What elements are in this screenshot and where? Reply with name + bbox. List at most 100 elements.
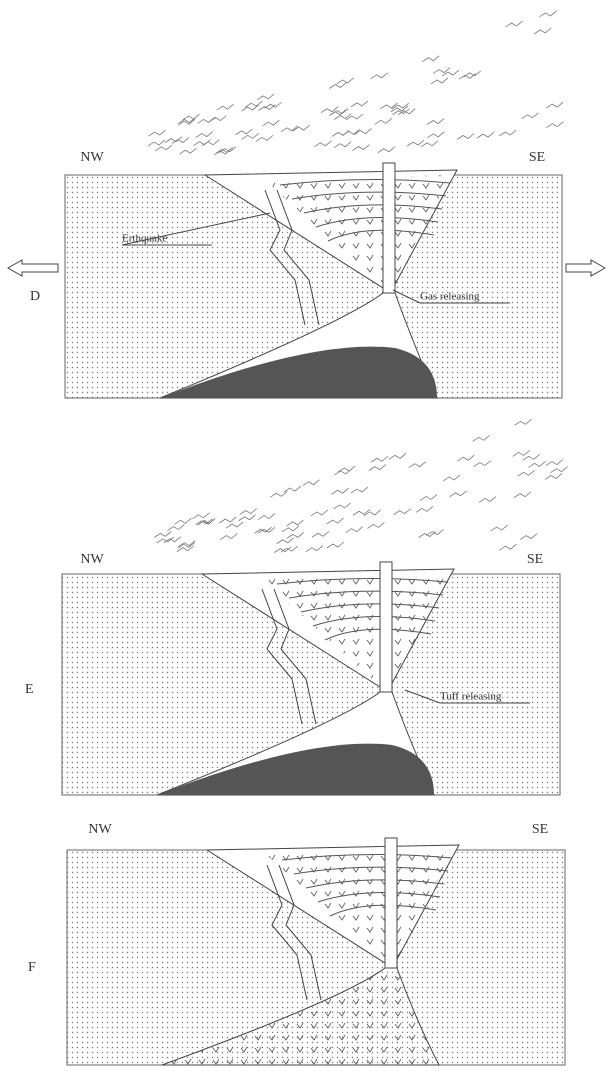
cloud-stroke bbox=[196, 132, 213, 138]
cloud-stroke bbox=[332, 488, 349, 494]
cloud-stroke bbox=[392, 103, 409, 109]
cloud-stroke bbox=[193, 513, 210, 519]
cloud-stroke bbox=[546, 460, 563, 466]
cloud-stroke bbox=[281, 546, 298, 552]
cloud-stroke bbox=[421, 141, 438, 147]
cloud-stroke bbox=[235, 129, 252, 135]
cloud-stroke bbox=[277, 538, 294, 544]
panel: DNWSEErthquakeGas releasing bbox=[30, 11, 563, 398]
cloud-stroke bbox=[409, 462, 426, 468]
cloud-stroke bbox=[474, 461, 491, 467]
annotation: Tuff releasing bbox=[440, 691, 502, 703]
cloud-stroke bbox=[353, 509, 370, 515]
cloud-stroke bbox=[529, 461, 546, 467]
conduit bbox=[385, 838, 397, 968]
cloud-stroke bbox=[545, 473, 562, 479]
cloud-stroke bbox=[177, 546, 194, 552]
cloud-stroke bbox=[258, 527, 275, 533]
direction-label: NW bbox=[80, 552, 104, 567]
conduit bbox=[380, 562, 392, 692]
annotation: Gas releasing bbox=[420, 291, 480, 303]
arrow-right bbox=[566, 260, 605, 276]
cloud-stroke bbox=[154, 531, 171, 537]
cloud-stroke bbox=[477, 132, 494, 138]
cloud-stroke bbox=[443, 475, 460, 481]
annotation: Erthquake bbox=[122, 233, 167, 245]
cloud-stroke bbox=[378, 147, 395, 153]
cloud-stroke bbox=[164, 537, 181, 543]
direction-label: SE bbox=[529, 150, 545, 165]
cloud-stroke bbox=[239, 515, 256, 521]
cloud-stroke bbox=[331, 109, 348, 115]
cloud-stroke bbox=[551, 467, 568, 473]
cloud-stroke bbox=[539, 11, 556, 17]
cloud-stroke bbox=[513, 450, 530, 456]
cloud-stroke bbox=[431, 78, 448, 84]
cloud-stroke bbox=[334, 503, 351, 509]
cloud-stroke bbox=[335, 469, 352, 475]
cloud-stroke bbox=[367, 522, 384, 528]
direction-label: SE bbox=[527, 552, 543, 567]
cloud-stroke bbox=[520, 534, 537, 540]
cloud-stroke bbox=[473, 435, 490, 441]
cloud-stroke bbox=[314, 141, 331, 147]
cloud-stroke bbox=[380, 103, 397, 109]
cloud-stroke bbox=[506, 21, 523, 27]
cloud-stroke bbox=[256, 135, 273, 141]
cloud-stroke bbox=[518, 470, 535, 476]
cloud-stroke bbox=[242, 133, 259, 139]
cloud-stroke bbox=[394, 509, 411, 515]
cloud-stroke bbox=[332, 130, 349, 136]
cloud-stroke bbox=[311, 510, 328, 516]
cloud-stroke bbox=[193, 140, 210, 146]
cloud-stroke bbox=[371, 73, 388, 79]
figure: DNWSEErthquakeGas releasingENWSETuff rel… bbox=[0, 0, 613, 1075]
cloud-stroke bbox=[514, 419, 531, 425]
panel-label: F bbox=[28, 960, 36, 975]
cloud-stroke bbox=[352, 145, 369, 151]
cloud-stroke bbox=[407, 140, 424, 146]
cloud-stroke bbox=[312, 531, 329, 537]
cloud-stroke bbox=[491, 525, 508, 531]
direction-label: NW bbox=[88, 822, 112, 837]
cloud-stroke bbox=[346, 527, 363, 533]
cloud-stroke bbox=[257, 94, 274, 100]
cloud-stroke bbox=[534, 28, 551, 34]
cloud-stroke bbox=[416, 506, 433, 512]
cloud-stroke bbox=[479, 496, 496, 502]
cloud-stroke bbox=[258, 514, 275, 520]
cloud-stroke bbox=[499, 130, 516, 136]
cloud-stroke bbox=[149, 130, 166, 136]
cloud-stroke bbox=[375, 118, 392, 124]
cloud-stroke bbox=[219, 517, 236, 523]
cloud-stroke bbox=[270, 491, 287, 497]
cloud-stroke bbox=[245, 101, 262, 107]
cloud-stroke bbox=[306, 546, 323, 552]
cloud-stroke bbox=[198, 117, 215, 123]
cloud-stroke bbox=[226, 522, 243, 528]
cloud-stroke bbox=[282, 526, 299, 532]
cloud-stroke bbox=[546, 102, 563, 108]
cloud-stroke bbox=[364, 510, 381, 516]
cloud-stroke bbox=[303, 480, 320, 486]
cloud-stroke bbox=[210, 115, 227, 121]
cloud-stroke bbox=[514, 492, 531, 498]
cloud-stroke bbox=[148, 140, 165, 146]
cloud-stroke bbox=[287, 520, 304, 526]
cloud-stroke bbox=[165, 137, 182, 143]
cloud-stroke bbox=[457, 133, 474, 139]
cloud-stroke bbox=[427, 132, 444, 138]
cloud-stroke bbox=[346, 114, 363, 120]
cloud-stroke bbox=[427, 118, 444, 124]
cloud-stroke bbox=[369, 465, 386, 471]
cloud-stroke bbox=[442, 70, 459, 76]
cloud-stroke bbox=[155, 145, 172, 151]
cloud-stroke bbox=[371, 456, 388, 462]
arrow-left bbox=[8, 260, 58, 276]
cloud-stroke bbox=[287, 532, 304, 538]
cloud-stroke bbox=[179, 148, 196, 154]
cloud-stroke bbox=[389, 453, 406, 459]
cloud-stroke bbox=[351, 487, 368, 493]
cloud-stroke bbox=[240, 509, 257, 515]
direction-label: SE bbox=[532, 822, 548, 837]
